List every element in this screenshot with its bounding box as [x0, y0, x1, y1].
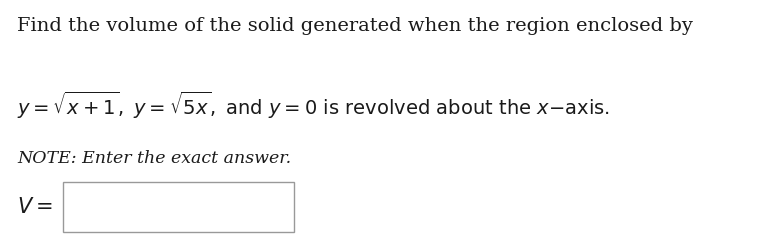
- Text: $y = \sqrt{x+1},\ y = \sqrt{5x},\ \mathrm{and}\ y = 0\ \mathrm{is\ revolved\ abo: $y = \sqrt{x+1},\ y = \sqrt{5x},\ \mathr…: [17, 90, 610, 121]
- Text: Find the volume of the solid generated when the region enclosed by: Find the volume of the solid generated w…: [17, 17, 693, 35]
- FancyBboxPatch shape: [63, 182, 294, 232]
- Text: $V =$: $V =$: [17, 197, 52, 217]
- Text: NOTE: Enter the exact answer.: NOTE: Enter the exact answer.: [17, 150, 291, 167]
